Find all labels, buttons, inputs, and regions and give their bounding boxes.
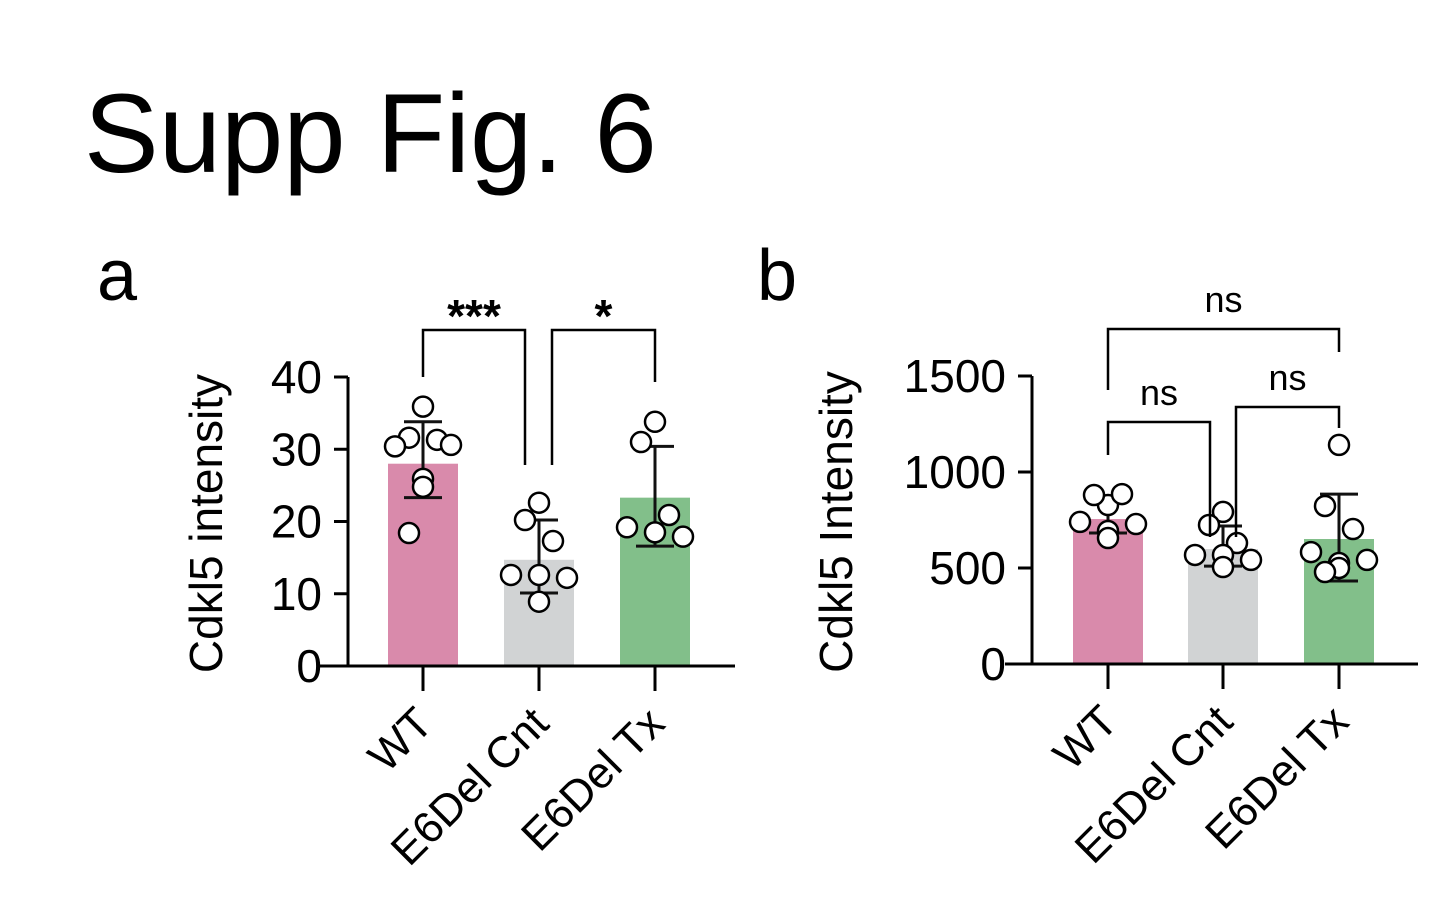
data-point: [1068, 510, 1092, 534]
y-tick-label: 1000: [904, 446, 1006, 498]
data-point: [541, 529, 565, 553]
y-tick-label: 10: [271, 568, 322, 620]
y-tick-label: 0: [980, 638, 1006, 690]
data-point: [1110, 482, 1134, 506]
data-point: [615, 516, 639, 539]
data-point: [383, 435, 407, 458]
data-point: [1211, 555, 1235, 579]
data-point: [513, 508, 537, 532]
data-point: [1239, 548, 1263, 572]
data-point: [555, 566, 579, 590]
data-point: [629, 430, 653, 454]
data-point: [1183, 543, 1207, 567]
significance-label: ns: [1268, 357, 1306, 398]
data-point: [527, 590, 551, 613]
significance-bracket: [421, 328, 527, 465]
data-point: [527, 491, 551, 514]
y-axis-label: Cdkl5 Intensity: [810, 371, 862, 673]
significance-bracket: [1234, 405, 1341, 537]
data-point: [1096, 526, 1120, 550]
y-tick-label: 20: [271, 496, 322, 548]
x-tick-label: WT: [1044, 696, 1127, 779]
data-point: [411, 475, 435, 499]
data-point: [657, 503, 681, 527]
significance-bracket: [1106, 327, 1341, 390]
data-point: [643, 410, 667, 434]
data-point: [1355, 548, 1379, 572]
significance-label: ***: [447, 290, 501, 342]
data-point: [1327, 433, 1351, 457]
y-tick-label: 500: [929, 542, 1006, 594]
data-point: [397, 521, 421, 545]
panel-label-a: a: [97, 236, 138, 316]
data-point: [1124, 512, 1148, 536]
data-point: [1313, 494, 1337, 518]
data-point: [411, 395, 435, 418]
y-tick-label: 40: [271, 351, 322, 403]
x-tick-label: WT: [359, 698, 442, 781]
panel-label-b: b: [757, 236, 797, 316]
data-point: [1082, 483, 1106, 507]
data-point: [499, 563, 523, 587]
y-axis-label: Cdkl5 intensity: [180, 374, 232, 673]
data-point: [671, 525, 695, 548]
data-point: [527, 563, 551, 587]
data-point: [439, 433, 463, 457]
y-tick-label: 1500: [904, 350, 1006, 402]
y-tick-label: 30: [271, 423, 322, 475]
figure-title: Supp Fig. 6: [84, 71, 657, 196]
significance-bracket: [550, 328, 657, 465]
data-point: [1299, 540, 1323, 564]
data-point: [1313, 560, 1337, 584]
data-point: [1211, 500, 1235, 524]
data-point: [643, 521, 667, 544]
significance-label: ns: [1204, 279, 1242, 320]
data-point: [1341, 517, 1365, 541]
significance-label: *: [595, 290, 613, 342]
y-tick-label: 0: [296, 640, 322, 692]
significance-label: ns: [1140, 372, 1178, 413]
significance-bracket: [1106, 420, 1212, 537]
